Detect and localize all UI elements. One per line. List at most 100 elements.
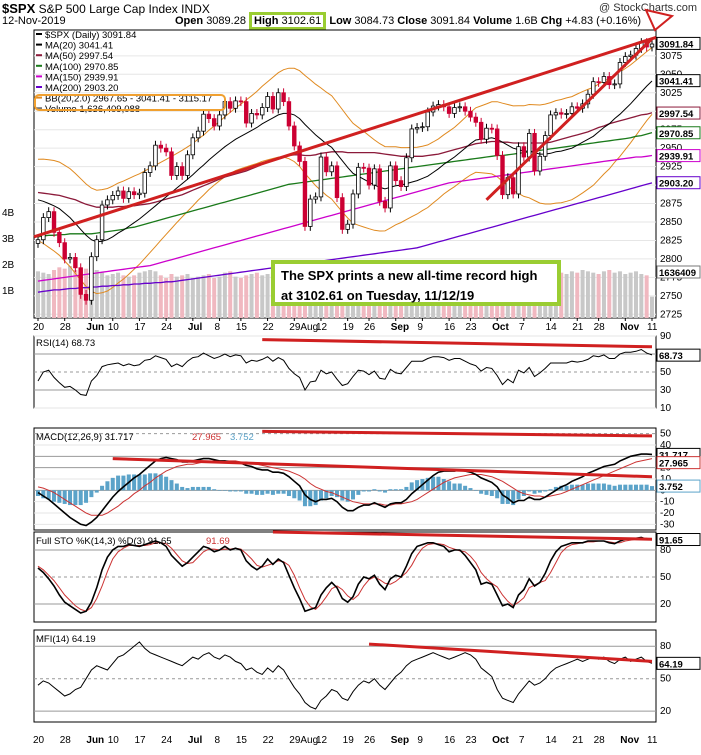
price-x-tick: 22	[263, 322, 275, 333]
bb-upper	[37, 47, 653, 191]
mfi-panel-frame	[33, 629, 657, 723]
candle-body	[350, 193, 356, 225]
macd-histogram-bar	[233, 490, 238, 492]
high-label: High	[254, 15, 279, 27]
bb-lower	[37, 113, 653, 295]
macd-histogram-bar	[276, 490, 281, 494]
volume-bar	[116, 272, 121, 318]
high-arrow-icon	[644, 8, 675, 32]
macd-panel-y-tick: -10	[660, 497, 675, 508]
price-y-tick: 2800	[660, 254, 683, 265]
stockcharts-credit: @ StockCharts.com	[599, 2, 697, 14]
candle-body	[147, 165, 153, 173]
candle-body	[612, 83, 617, 86]
candle-body	[414, 127, 420, 130]
volume-bar	[164, 278, 169, 318]
macd-histogram-bar	[105, 481, 110, 491]
bottom-x-tick: Oct	[492, 735, 509, 746]
macd-histogram-bar	[607, 484, 612, 491]
volume-bar	[650, 296, 654, 318]
candle-body	[393, 165, 398, 182]
candle-body	[521, 146, 527, 158]
mfi-legend: MFI(14) 64.19	[36, 634, 96, 645]
volume-bar	[105, 275, 110, 318]
macd-histogram-bar	[84, 490, 89, 503]
candle-body	[452, 107, 457, 114]
macd-histogram-bar	[238, 490, 243, 492]
macd-histogram-bar	[559, 485, 564, 491]
macd-histogram-bar	[340, 490, 345, 501]
volume-bar	[591, 272, 596, 318]
legend-swatch	[36, 54, 42, 57]
candle-body	[318, 156, 324, 198]
mfi-panel-y-tick: 80	[660, 641, 672, 652]
macd-histogram-bar	[100, 485, 105, 491]
macd-histogram-bar	[142, 474, 147, 491]
macd-histogram-bar	[495, 490, 500, 499]
volume-bar	[607, 270, 612, 318]
legend-swatch	[36, 96, 42, 99]
candle-body	[292, 125, 297, 147]
candle-body	[623, 56, 628, 63]
volume-bar	[52, 270, 57, 318]
annotation-line-2: at 3102.61 on Tuesday, 11/12/19	[281, 288, 475, 303]
candle-body	[302, 161, 308, 227]
candle-body	[217, 114, 222, 127]
price-trendline	[33, 35, 657, 239]
candle-body	[260, 107, 265, 116]
macd-hist-tag: 3.752	[659, 482, 683, 493]
macd-histogram-bar	[388, 489, 393, 491]
bottom-x-tick: 17	[134, 735, 146, 746]
volume-bar	[222, 272, 227, 318]
macd-histogram-bar	[190, 486, 195, 491]
macd-histogram-bar	[367, 490, 372, 492]
candle-body	[249, 113, 254, 124]
volume-tick: 4B	[2, 208, 15, 219]
sto-d-legend: 91.69	[206, 536, 230, 547]
bottom-x-tick: 21	[572, 735, 584, 746]
mfi-trendline	[368, 642, 653, 663]
price-y-tick: 2925	[660, 162, 683, 173]
price-x-tick: 16	[444, 322, 456, 333]
price-y-tick: 2725	[660, 309, 683, 320]
sto-k-line	[37, 536, 653, 614]
candle-body	[510, 177, 516, 195]
macd-histogram-bar	[313, 490, 318, 506]
rsi-tag-box	[656, 348, 701, 362]
candle-body	[553, 112, 559, 116]
macd-histogram-bar	[617, 484, 622, 491]
volume-bar	[206, 274, 211, 318]
ma20-tag-box	[656, 74, 701, 88]
macd-histogram-bar	[372, 489, 377, 491]
macd-histogram-bar	[174, 483, 179, 491]
macd-histogram-bar	[137, 474, 142, 491]
macd-histogram-bar	[633, 484, 638, 491]
price-y-tick: 3025	[660, 88, 683, 99]
price-x-tick: Jul	[188, 322, 203, 333]
price-x-tick: 8	[215, 322, 221, 333]
macd-histogram-bar	[73, 490, 78, 506]
volume-bar	[121, 275, 126, 318]
candle-body	[409, 128, 414, 159]
sto-tag: 91.65	[659, 536, 683, 547]
volume-bar	[169, 274, 174, 318]
macd-histogram-bar	[217, 490, 222, 491]
macd-histogram-bar	[484, 490, 489, 495]
price-x-tick: 17	[134, 322, 146, 333]
macd-histogram-bar	[94, 490, 99, 493]
volume-value: 1.6B	[515, 15, 538, 27]
candle-body	[484, 127, 489, 140]
mfi-line	[37, 641, 653, 710]
low-value: 3084.73	[354, 15, 395, 27]
ma200-line	[37, 182, 653, 293]
candle-body	[73, 257, 78, 269]
bottom-x-tick: 24	[161, 735, 173, 746]
bottom-x-tick: 28	[594, 735, 606, 746]
volume-bar	[585, 271, 590, 318]
candle-body	[174, 166, 180, 176]
volume-bar	[217, 276, 222, 318]
macd-histogram-bar	[153, 473, 158, 491]
candle-body	[206, 113, 212, 120]
candle-body	[361, 166, 366, 169]
macd-histogram-bar	[601, 483, 606, 491]
